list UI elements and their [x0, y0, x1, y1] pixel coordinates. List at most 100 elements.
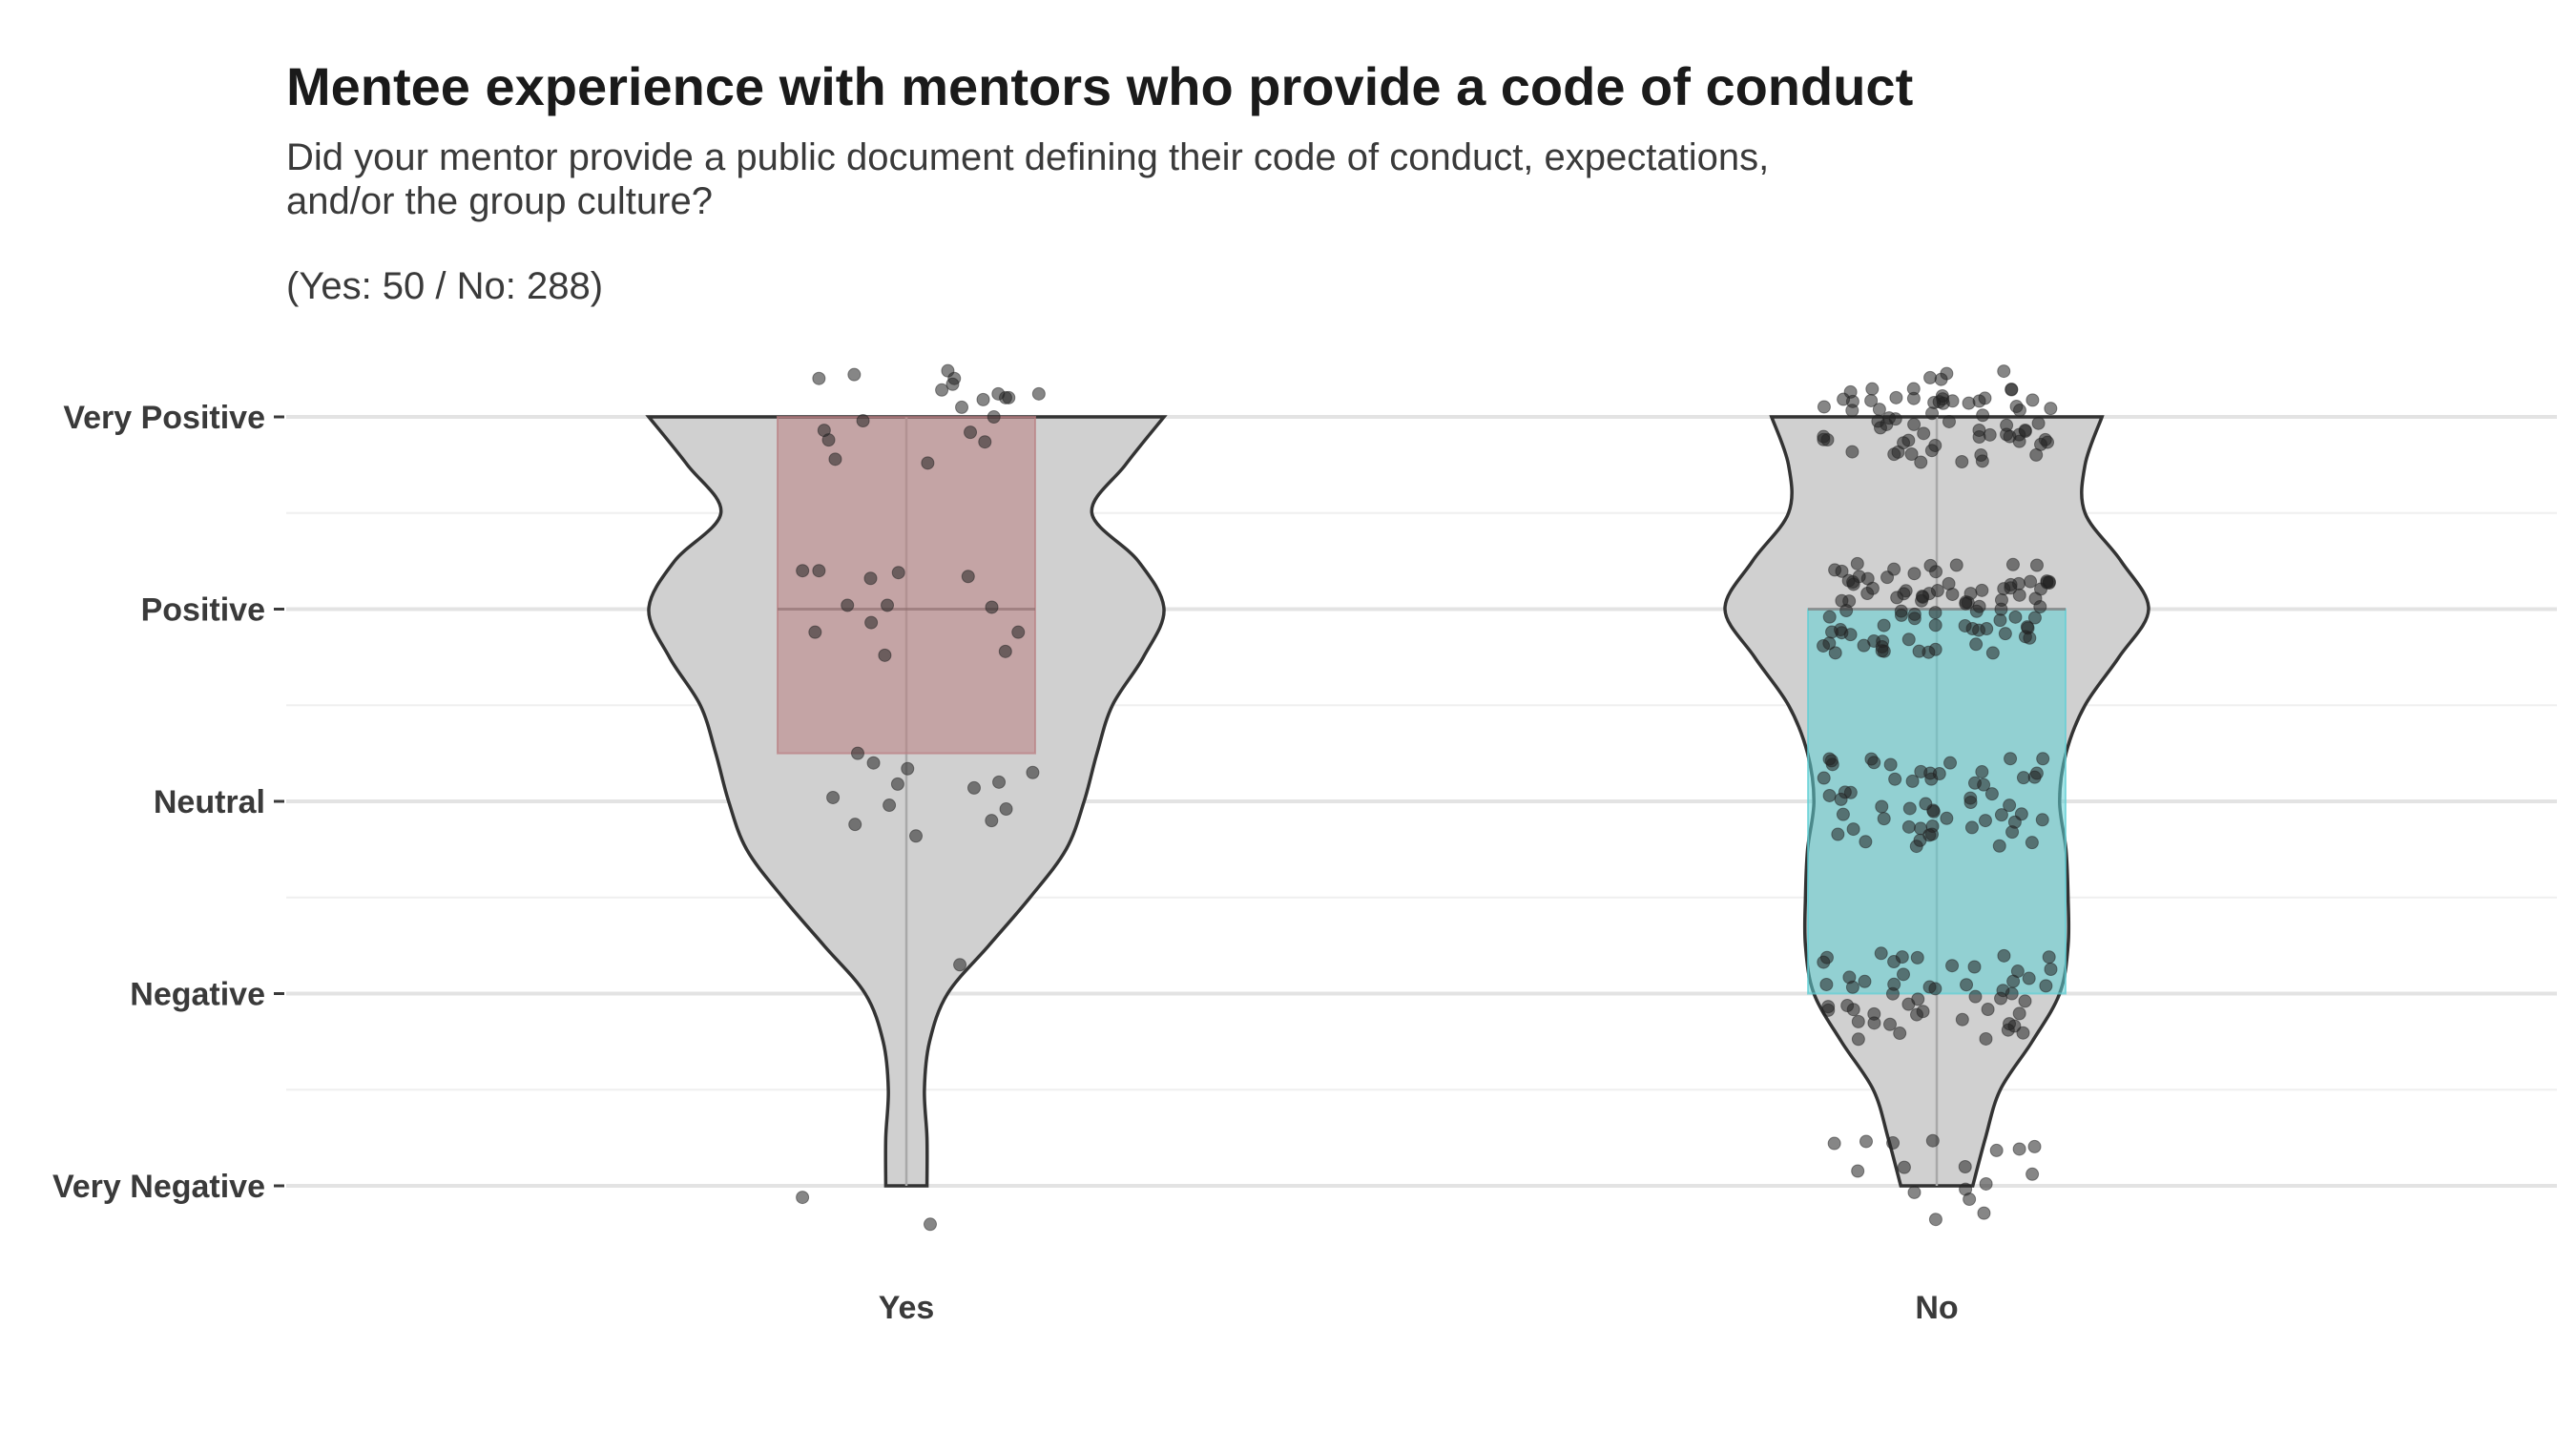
point-no	[1983, 427, 1997, 442]
point-no	[1989, 1143, 2004, 1157]
y-tick-label: Very Positive	[63, 400, 265, 436]
point-no	[1865, 382, 1880, 396]
y-tick-label: Very Negative	[52, 1169, 265, 1205]
point-yes	[851, 746, 865, 760]
y-tick-label: Negative	[130, 977, 265, 1013]
point-no	[2003, 798, 2017, 813]
point-no	[1940, 366, 1954, 381]
point-no	[1969, 637, 1984, 652]
point-no	[2025, 1167, 2040, 1181]
point-no	[1894, 604, 1908, 618]
point-yes	[828, 452, 842, 467]
point-no	[2031, 416, 2046, 430]
point-no	[2012, 404, 2026, 418]
point-no	[1974, 448, 1988, 463]
point-no	[1994, 991, 2008, 1006]
point-no	[1942, 414, 1956, 428]
point-no	[1864, 393, 1879, 407]
point-no	[2016, 1026, 2030, 1040]
x-tick-label: No	[1915, 1290, 1958, 1326]
point-no	[2044, 963, 2058, 977]
point-no	[1845, 404, 1859, 418]
point-no	[2012, 1142, 2026, 1156]
point-no	[1817, 400, 1831, 414]
point-yes	[909, 829, 924, 843]
point-no	[2025, 393, 2040, 407]
point-yes	[881, 598, 895, 612]
point-yes	[812, 564, 826, 578]
point-no	[1859, 1134, 1873, 1149]
point-yes	[953, 958, 967, 972]
point-no	[1967, 776, 1982, 790]
point-no	[1858, 974, 1872, 988]
point-no	[2029, 447, 2044, 462]
point-no	[1857, 638, 1871, 653]
point-no	[1906, 382, 1921, 396]
point-no	[1943, 756, 1958, 770]
point-no	[1978, 391, 1992, 405]
point-no	[1936, 392, 1950, 406]
point-no	[1819, 950, 1834, 964]
point-no	[1875, 639, 1889, 653]
point-yes	[987, 410, 1001, 424]
point-yes	[961, 570, 975, 584]
point-no	[1959, 1182, 1973, 1196]
point-yes	[964, 425, 978, 440]
point-no	[2025, 836, 2039, 850]
point-no	[1889, 390, 1903, 404]
point-no	[1923, 370, 1938, 384]
point-no	[1907, 567, 1922, 581]
point-no	[1914, 821, 1928, 836]
point-no	[2005, 382, 2019, 396]
point-yes	[821, 433, 836, 447]
point-no	[1924, 444, 1939, 458]
point-no	[1859, 835, 1873, 849]
point-no	[1955, 1012, 1969, 1027]
point-no	[1928, 982, 1942, 996]
point-no	[2022, 971, 2036, 985]
point-no	[1817, 771, 1831, 785]
point-no	[1843, 384, 1858, 399]
point-no	[1851, 1014, 1865, 1028]
point-no	[1836, 807, 1850, 821]
point-no	[2004, 752, 2018, 766]
point-no	[1985, 646, 2000, 660]
point-no	[1949, 558, 1963, 572]
subtitle-line-2: and/or the group culture?	[286, 180, 713, 222]
point-no	[1917, 426, 1931, 441]
point-no	[1901, 819, 1916, 834]
point-no	[1928, 618, 1942, 633]
point-no	[2018, 423, 2032, 437]
point-no	[2042, 950, 2056, 964]
point-yes	[945, 377, 960, 391]
point-no	[1846, 822, 1860, 837]
point-no	[1888, 412, 1902, 426]
point-yes	[1031, 386, 1046, 401]
point-yes	[883, 798, 897, 813]
point-no	[1831, 827, 1845, 841]
point-no	[1867, 1006, 1881, 1021]
point-no	[2003, 1017, 2017, 1031]
point-no	[1834, 623, 1848, 637]
point-yes	[955, 400, 969, 414]
point-no	[2029, 558, 2044, 572]
point-no	[1929, 565, 1943, 579]
point-no	[2033, 600, 2047, 614]
point-no	[1994, 602, 2008, 616]
point-no	[2024, 574, 2038, 589]
point-no	[1907, 1185, 1922, 1199]
point-no	[2005, 986, 2019, 1001]
point-no	[1925, 406, 1940, 421]
point-no	[2027, 1139, 2042, 1153]
point-no	[1845, 445, 1859, 459]
point-no	[1997, 582, 2011, 596]
sample-counts-note: (Yes: 50 / No: 288)	[286, 265, 604, 307]
point-no	[2003, 429, 2017, 444]
point-no	[2036, 752, 2050, 766]
point-yes	[812, 371, 826, 385]
point-no	[1998, 627, 2012, 641]
point-no	[1907, 417, 1922, 431]
point-no	[1877, 618, 1891, 633]
point-no	[1905, 774, 1920, 788]
